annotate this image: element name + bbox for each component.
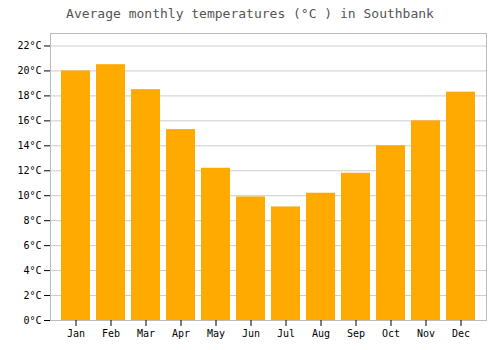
svg-text:Jun: Jun [242, 328, 260, 339]
svg-text:Jul: Jul [277, 328, 295, 339]
svg-text:0°C: 0°C [23, 315, 41, 326]
svg-text:Aug: Aug [312, 328, 330, 339]
svg-text:May: May [207, 328, 225, 339]
svg-text:12°C: 12°C [17, 165, 41, 176]
svg-text:Dec: Dec [452, 328, 470, 339]
svg-text:Sep: Sep [347, 328, 365, 339]
svg-text:Feb: Feb [102, 328, 120, 339]
svg-text:Oct: Oct [382, 328, 400, 339]
svg-text:8°C: 8°C [23, 215, 41, 226]
svg-text:10°C: 10°C [17, 190, 41, 201]
html-text:Average monthly temperatures (: Average monthly temperatures (°C ) in So… [66, 6, 434, 21]
svg-text:20°C: 20°C [17, 65, 41, 76]
svg-text:16°C: 16°C [17, 115, 41, 126]
svg-text:Mar: Mar [137, 328, 155, 339]
svg-text:18°C: 18°C [17, 90, 41, 101]
svg-text:Apr: Apr [172, 328, 190, 339]
svg-text:Jan: Jan [67, 328, 85, 339]
svg-text:22°C: 22°C [17, 40, 41, 51]
svg-text:4°C: 4°C [23, 265, 41, 276]
svg-text:Nov: Nov [417, 328, 435, 339]
svg-text:6°C: 6°C [23, 240, 41, 251]
svg-text:2°C: 2°C [23, 290, 41, 301]
svg-text:14°C: 14°C [17, 140, 41, 151]
